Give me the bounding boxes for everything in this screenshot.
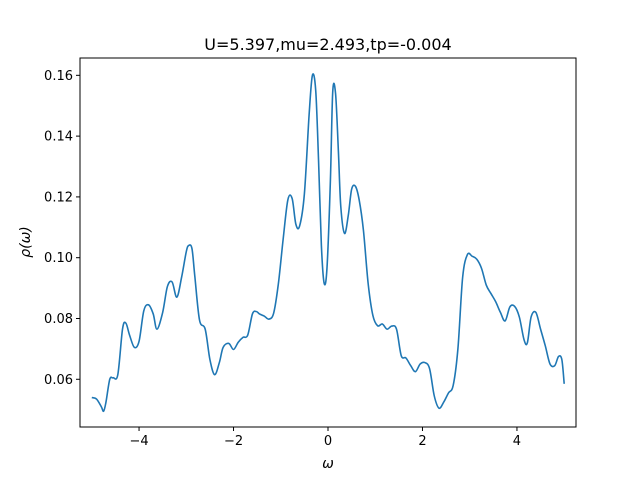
y-tick-label: 0.12 bbox=[44, 190, 73, 205]
x-tick-label: −4 bbox=[129, 434, 148, 449]
x-axis-label: ω bbox=[322, 456, 334, 472]
x-tick-label: 0 bbox=[324, 434, 332, 449]
x-axis-ticks: −4 −2 0 2 4 bbox=[129, 427, 521, 449]
y-tick-label: 0.10 bbox=[44, 251, 73, 266]
y-tick-label: 0.08 bbox=[44, 312, 73, 327]
y-tick-label: 0.16 bbox=[44, 69, 73, 84]
x-tick-label: −2 bbox=[224, 434, 243, 449]
x-tick-label: 2 bbox=[418, 434, 426, 449]
y-axis-ticks: 0.06 0.08 0.10 0.12 0.14 0.16 bbox=[44, 69, 80, 388]
chart-title: U=5.397,mu=2.493,tp=-0.004 bbox=[204, 35, 451, 54]
series-line-0 bbox=[91, 73, 565, 413]
plot-marks bbox=[91, 73, 565, 413]
y-tick-label: 0.06 bbox=[44, 373, 73, 388]
y-axis-label: ρ(ω) bbox=[18, 226, 34, 258]
x-tick-label: 4 bbox=[513, 434, 521, 449]
y-tick-label: 0.14 bbox=[44, 130, 73, 145]
